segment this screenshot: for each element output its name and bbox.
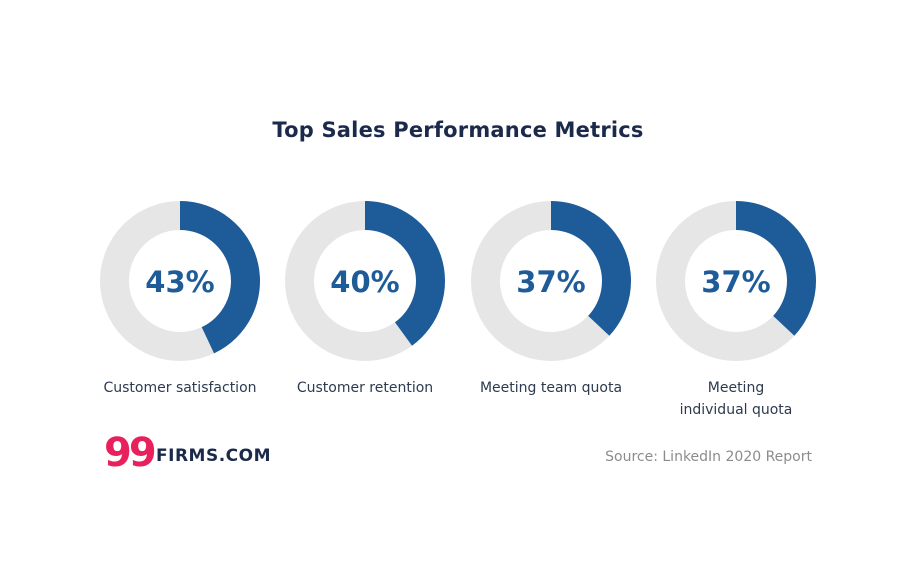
donut-segment-customer-retention: [365, 201, 446, 346]
donut-segment-meeting-individual-quota: [736, 201, 817, 336]
logo-text: FIRMS.COM: [156, 446, 271, 466]
donut-value-meeting-team-quota: 37%: [516, 265, 585, 299]
donut-label-line-1: Meeting: [707, 380, 765, 396]
donut-value-customer-satisfaction: 43%: [145, 265, 214, 299]
donut-segment-customer-satisfaction: [180, 201, 261, 354]
source-note: Source: LinkedIn 2020 Report: [605, 449, 812, 465]
donut-segment-meeting-team-quota: [551, 201, 631, 336]
chart-title: Top Sales Performance Metrics: [272, 118, 644, 142]
donut-label-meeting-individual-quota: Meeting individual quota: [636, 377, 836, 421]
logo-number: 99: [104, 430, 157, 476]
donut-label-meeting-team-quota: Meeting team quota: [479, 380, 623, 396]
donut-value-customer-retention: 40%: [330, 265, 399, 299]
donut-label-customer-retention: Customer retention: [296, 380, 434, 396]
donut-label-line-2: individual quota: [679, 402, 793, 418]
donut-value-meeting-individual-quota: 37%: [701, 265, 770, 299]
donut-label-customer-satisfaction: Customer satisfaction: [103, 380, 257, 396]
